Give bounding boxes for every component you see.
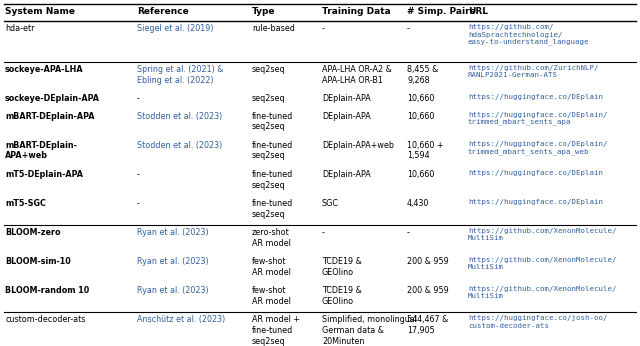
Text: sockeye-DEplain-APA: sockeye-DEplain-APA bbox=[5, 94, 100, 103]
Text: TCDE19 &
GEOlino: TCDE19 & GEOlino bbox=[322, 286, 362, 306]
Text: SGC: SGC bbox=[322, 199, 339, 208]
Text: Reference: Reference bbox=[137, 7, 189, 16]
Text: 544,467 &
17,905: 544,467 & 17,905 bbox=[407, 315, 449, 335]
Text: # Simp. Pairs: # Simp. Pairs bbox=[407, 7, 475, 16]
Text: https://github.com/
hdaSprachtechnologie/
easy-to-understand_language: https://github.com/ hdaSprachtechnologie… bbox=[468, 24, 589, 45]
Text: DEplain-APA: DEplain-APA bbox=[322, 112, 371, 121]
Text: 4,430: 4,430 bbox=[407, 199, 429, 208]
Text: https://github.com/XenonMolecule/
MultiSim: https://github.com/XenonMolecule/ MultiS… bbox=[468, 286, 616, 299]
Text: -: - bbox=[137, 170, 140, 179]
Text: Ryan et al. (2023): Ryan et al. (2023) bbox=[137, 286, 209, 295]
Text: TCDE19 &
GEOlino: TCDE19 & GEOlino bbox=[322, 257, 362, 277]
Text: DEplain-APA: DEplain-APA bbox=[322, 170, 371, 179]
Text: mT5-SGC: mT5-SGC bbox=[5, 199, 46, 208]
Text: Type: Type bbox=[252, 7, 275, 16]
Text: rule-based: rule-based bbox=[252, 24, 295, 33]
Text: https://github.com/ZurichNLP/
RANLP2021-German-ATS: https://github.com/ZurichNLP/ RANLP2021-… bbox=[468, 65, 598, 79]
Text: few-shot
AR model: few-shot AR model bbox=[252, 286, 291, 306]
Text: Anschütz et al. (2023): Anschütz et al. (2023) bbox=[137, 315, 225, 324]
Text: https://github.com/XenonMolecule/
MultiSim: https://github.com/XenonMolecule/ MultiS… bbox=[468, 228, 616, 241]
Text: APA-LHA OR-A2 &
APA-LHA OR-B1: APA-LHA OR-A2 & APA-LHA OR-B1 bbox=[322, 65, 392, 85]
Text: https://huggingface.co/DEplain: https://huggingface.co/DEplain bbox=[468, 199, 603, 205]
Text: -: - bbox=[322, 228, 325, 237]
Text: 10,660: 10,660 bbox=[407, 94, 435, 103]
Text: DEplain-APA: DEplain-APA bbox=[322, 94, 371, 103]
Text: Simplified, monolingual
German data &
20Minuten: Simplified, monolingual German data & 20… bbox=[322, 315, 417, 346]
Text: System Name: System Name bbox=[5, 7, 75, 16]
Text: Training Data: Training Data bbox=[322, 7, 391, 16]
Text: DEplain-APA+web: DEplain-APA+web bbox=[322, 141, 394, 150]
Text: mT5-DEplain-APA: mT5-DEplain-APA bbox=[5, 170, 83, 179]
Text: -: - bbox=[137, 94, 140, 103]
Text: 200 & 959: 200 & 959 bbox=[407, 286, 449, 295]
Text: seq2seq: seq2seq bbox=[252, 94, 285, 103]
Text: -: - bbox=[407, 228, 410, 237]
Text: few-shot
AR model: few-shot AR model bbox=[252, 257, 291, 277]
Text: 10,660: 10,660 bbox=[407, 170, 435, 179]
Text: -: - bbox=[322, 24, 325, 33]
Text: Ryan et al. (2023): Ryan et al. (2023) bbox=[137, 228, 209, 237]
Text: -: - bbox=[137, 199, 140, 208]
Text: fine-tuned
seq2seq: fine-tuned seq2seq bbox=[252, 199, 293, 219]
Text: https://github.com/XenonMolecule/
MultiSim: https://github.com/XenonMolecule/ MultiS… bbox=[468, 257, 616, 270]
Text: hda-etr: hda-etr bbox=[5, 24, 35, 33]
Text: fine-tuned
seq2seq: fine-tuned seq2seq bbox=[252, 170, 293, 190]
Text: 10,660: 10,660 bbox=[407, 112, 435, 121]
Text: https://huggingface.co/DEplain: https://huggingface.co/DEplain bbox=[468, 94, 603, 100]
Text: https://huggingface.co/DEplain/
trimmed_mbart_sents_apa_web: https://huggingface.co/DEplain/ trimmed_… bbox=[468, 141, 607, 155]
Text: https://huggingface.co/DEplain/
trimmed_mbart_sents_apa: https://huggingface.co/DEplain/ trimmed_… bbox=[468, 112, 607, 126]
Text: Stodden et al. (2023): Stodden et al. (2023) bbox=[137, 141, 222, 150]
Text: URL: URL bbox=[468, 7, 488, 16]
Text: zero-shot
AR model: zero-shot AR model bbox=[252, 228, 291, 248]
Text: mBART-DEplain-APA: mBART-DEplain-APA bbox=[5, 112, 95, 121]
Text: AR model +
fine-tuned
seq2seq: AR model + fine-tuned seq2seq bbox=[252, 315, 300, 346]
Text: Ryan et al. (2023): Ryan et al. (2023) bbox=[137, 257, 209, 266]
Text: sockeye-APA-LHA: sockeye-APA-LHA bbox=[5, 65, 84, 74]
Text: BLOOM-zero: BLOOM-zero bbox=[5, 228, 61, 237]
Text: mBART-DEplain-
APA+web: mBART-DEplain- APA+web bbox=[5, 141, 77, 161]
Text: Spring et al. (2021) &
Ebling et al. (2022): Spring et al. (2021) & Ebling et al. (20… bbox=[137, 65, 223, 85]
Text: 8,455 &
9,268: 8,455 & 9,268 bbox=[407, 65, 438, 85]
Text: fine-tuned
seq2seq: fine-tuned seq2seq bbox=[252, 112, 293, 131]
Text: Stodden et al. (2023): Stodden et al. (2023) bbox=[137, 112, 222, 121]
Text: https://huggingface.co/josh-oo/
custom-decoder-ats: https://huggingface.co/josh-oo/ custom-d… bbox=[468, 315, 607, 329]
Text: BLOOM-sim-10: BLOOM-sim-10 bbox=[5, 257, 71, 266]
Text: custom-decoder-ats: custom-decoder-ats bbox=[5, 315, 85, 324]
Text: Siegel et al. (2019): Siegel et al. (2019) bbox=[137, 24, 214, 33]
Text: seq2seq: seq2seq bbox=[252, 65, 285, 74]
Text: 200 & 959: 200 & 959 bbox=[407, 257, 449, 266]
Text: -: - bbox=[407, 24, 410, 33]
Text: BLOOM-random 10: BLOOM-random 10 bbox=[5, 286, 89, 295]
Text: fine-tuned
seq2seq: fine-tuned seq2seq bbox=[252, 141, 293, 161]
Text: 10,660 +
1,594: 10,660 + 1,594 bbox=[407, 141, 444, 161]
Text: https://huggingface.co/DEplain: https://huggingface.co/DEplain bbox=[468, 170, 603, 176]
